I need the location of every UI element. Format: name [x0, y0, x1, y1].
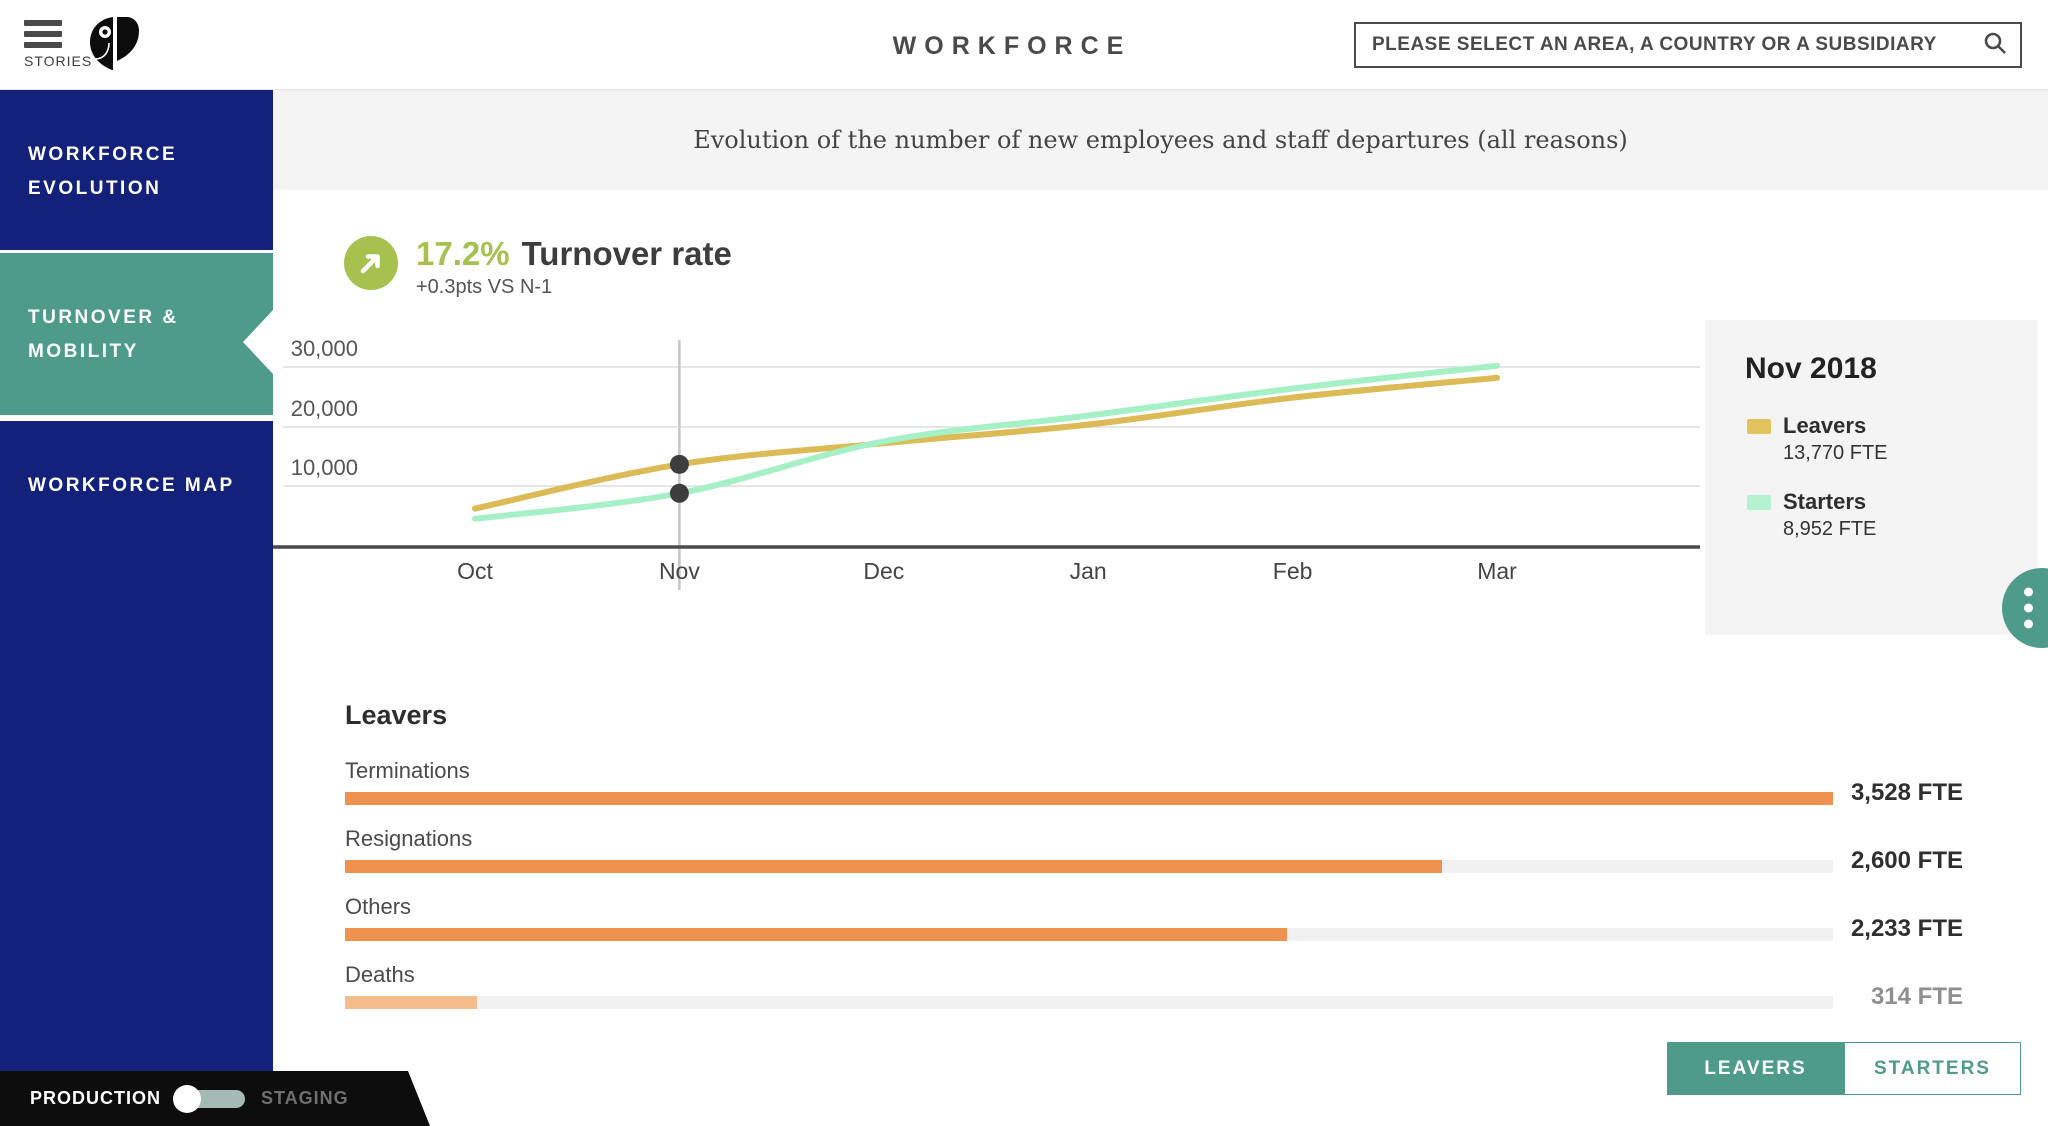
- legend-entry-leavers: Leavers 13,770 FTE: [1747, 414, 1888, 465]
- stories-menu[interactable]: STORIES: [24, 20, 93, 69]
- leavers-line[interactable]: [472, 374, 1500, 512]
- turnover-rate-delta: +0.3pts VS N-1: [416, 276, 553, 298]
- starters-line[interactable]: [472, 362, 1500, 522]
- turnover-rate-value: 17.2%: [416, 235, 510, 272]
- x-axis-label: Jan: [1069, 558, 1107, 584]
- y-axis-tick: 30,000: [290, 336, 358, 361]
- starters-swatch: [1747, 495, 1771, 510]
- bar-fill[interactable]: [345, 860, 1442, 873]
- breakdown-label: Resignations: [345, 826, 473, 851]
- sidebar-item-workforce-map[interactable]: WORKFORCE MAP: [0, 421, 273, 1071]
- toucan-logo[interactable]: [86, 14, 142, 75]
- starters-selected-point[interactable]: [669, 483, 689, 503]
- breakdown-value: 3,528 FTE: [1850, 779, 1963, 806]
- legend-entry-starters: Starters 8,952 FTE: [1747, 490, 1876, 541]
- staging-label: STAGING: [261, 1088, 349, 1108]
- bar-track: [345, 996, 1833, 1009]
- breakdown-label: Deaths: [345, 962, 415, 987]
- breakdown-value: 2,233 FTE: [1850, 915, 1963, 942]
- bar-track: [345, 928, 1833, 941]
- breakdown-label: Others: [345, 894, 412, 919]
- stories-menu-label: STORIES: [24, 53, 93, 69]
- sidebar-item-label: TURNOVER &: [28, 307, 179, 328]
- leavers-breakdown: Leavers Terminations 3,528 FTE Resignati…: [345, 700, 1965, 1029]
- starters-button[interactable]: STARTERS: [1844, 1042, 2021, 1095]
- sidebar-item-label: WORKFORCE: [28, 144, 178, 165]
- legend-name: Starters: [1783, 489, 1867, 514]
- page-title: WORKFORCE: [892, 32, 1132, 60]
- breakdown-value: 314 FTE: [1870, 983, 1963, 1010]
- bar-fill[interactable]: [345, 792, 1833, 805]
- x-axis-label: Dec: [863, 558, 905, 584]
- leavers-button[interactable]: LEAVERS: [1667, 1042, 1844, 1095]
- chart-subtitle: Evolution of the number of new employees…: [693, 126, 1628, 154]
- sidebar-item-label: EVOLUTION: [28, 178, 162, 199]
- turnover-line-chart[interactable]: [273, 330, 2048, 600]
- sidebar-item-workforce-evolution[interactable]: WORKFORCE EVOLUTION: [0, 90, 273, 250]
- selected-period: Nov 2018: [1745, 352, 1877, 385]
- production-label: PRODUCTION: [30, 1088, 161, 1108]
- turnover-kpi: 17.2% Turnover rate +0.3pts VS N-1: [344, 236, 732, 299]
- leavers-swatch: [1747, 419, 1771, 434]
- bar-fill[interactable]: [345, 996, 478, 1009]
- sidebar: WORKFORCE EVOLUTION TURNOVER & MOBILITY …: [0, 90, 273, 1071]
- hamburger-icon[interactable]: [24, 20, 84, 48]
- breakdown-row-resignations: Resignations 2,600 FTE: [345, 825, 1965, 893]
- y-axis-tick: 20,000: [290, 396, 358, 421]
- sidebar-item-label: WORKFORCE MAP: [28, 475, 235, 496]
- selection-panel: Nov 2018 Leavers 13,770 FTE Starters 8,9…: [1705, 320, 2038, 635]
- turnover-rate-label: Turnover rate: [521, 235, 732, 272]
- sidebar-item-label: MOBILITY: [28, 341, 139, 362]
- scope-search[interactable]: [1354, 22, 2022, 68]
- x-axis-label: Oct: [457, 558, 493, 584]
- search-icon[interactable]: [1982, 30, 2008, 61]
- search-input[interactable]: [1372, 34, 1982, 56]
- environment-toggle[interactable]: [173, 1084, 245, 1113]
- bar-track: [345, 792, 1833, 805]
- x-axis-label: Feb: [1272, 558, 1313, 584]
- bar-track: [345, 860, 1833, 873]
- kebab-menu-icon: [2024, 581, 2033, 636]
- x-axis-label: Nov: [658, 558, 700, 584]
- legend-name: Leavers: [1783, 413, 1867, 438]
- environment-bar: PRODUCTION STAGING: [0, 1071, 430, 1126]
- breakdown-title: Leavers: [345, 700, 448, 730]
- leavers-selected-point[interactable]: [669, 454, 689, 474]
- top-bar: STORIES WORKFORCE: [0, 0, 2048, 90]
- breakdown-value: 2,600 FTE: [1850, 847, 1963, 874]
- toggle-knob[interactable]: [173, 1084, 201, 1113]
- sidebar-item-turnover-mobility[interactable]: TURNOVER & MOBILITY: [0, 253, 273, 415]
- y-axis-tick: 10,000: [290, 455, 358, 480]
- legend-value: 13,770 FTE: [1783, 442, 1888, 464]
- active-item-arrow: [243, 310, 273, 374]
- breakdown-row-deaths: Deaths 314 FTE: [345, 961, 1965, 1029]
- breakdown-row-others: Others 2,233 FTE: [345, 893, 1965, 961]
- trend-up-icon: [344, 236, 398, 290]
- breakdown-label: Terminations: [345, 758, 470, 783]
- series-switch: LEAVERS STARTERS: [1667, 1042, 2021, 1095]
- chart-subtitle-band: Evolution of the number of new employees…: [273, 90, 2048, 190]
- breakdown-row-terminations: Terminations 3,528 FTE: [345, 757, 1965, 825]
- x-axis-label: Mar: [1477, 558, 1517, 584]
- bar-fill[interactable]: [345, 928, 1287, 941]
- legend-value: 8,952 FTE: [1783, 518, 1877, 540]
